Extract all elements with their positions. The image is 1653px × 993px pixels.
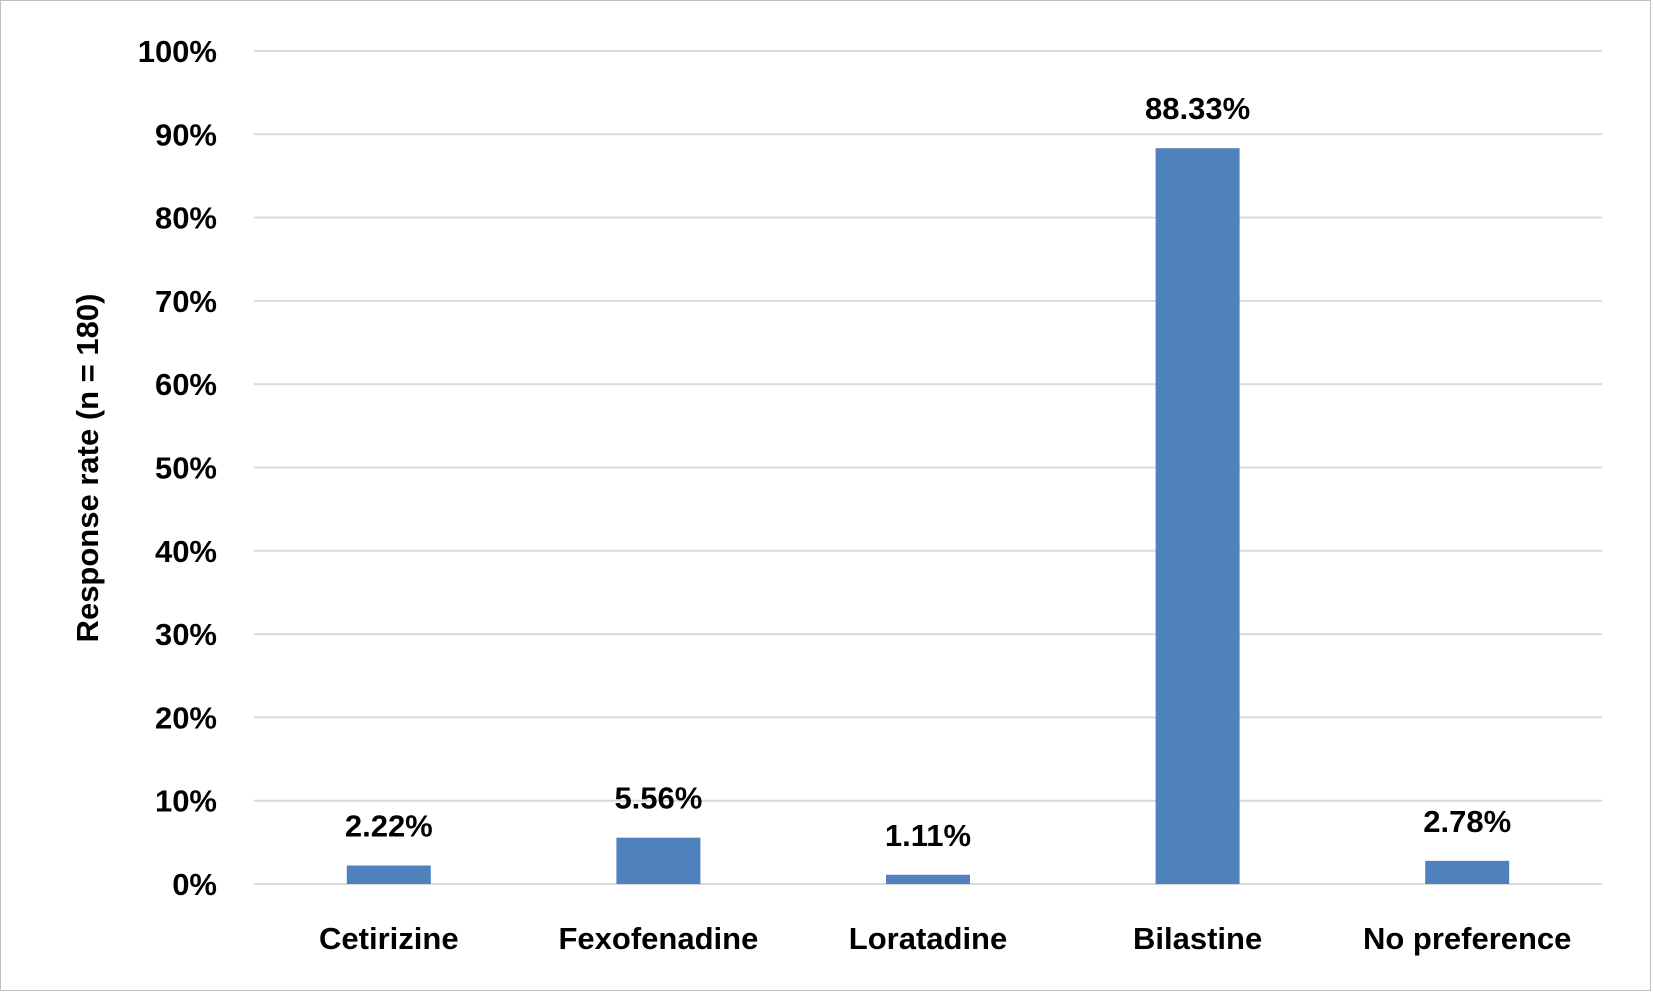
gridlines bbox=[254, 50, 1602, 885]
x-category-label: Cetirizine bbox=[319, 921, 459, 956]
data-label: 1.11% bbox=[885, 818, 971, 853]
y-tick-label: 40% bbox=[155, 534, 217, 569]
bar-cetirizine bbox=[346, 865, 431, 884]
y-axis-tick-labels: 0% 10% 20% 30% 40% 50% 60% 70% 80% 90% 100% bbox=[138, 34, 217, 902]
data-label: 2.78% bbox=[1423, 804, 1511, 839]
bar-bilastine bbox=[1155, 148, 1240, 884]
y-tick-label: 50% bbox=[155, 451, 217, 486]
data-label: 88.33% bbox=[1145, 91, 1250, 126]
y-tick-label: 20% bbox=[155, 700, 217, 735]
y-axis-title: Response rate (n = 180) bbox=[70, 294, 105, 643]
x-category-label: Loratadine bbox=[849, 921, 1007, 956]
x-axis-category-labels: Cetirizine Fexofenadine Loratadine Bilastin… bbox=[319, 921, 1571, 956]
data-label: 2.22% bbox=[345, 809, 433, 844]
y-tick-label: 0% bbox=[172, 867, 217, 902]
bar-fexofenadine bbox=[616, 837, 701, 884]
x-category-label: Fexofenadine bbox=[558, 921, 758, 956]
y-tick-label: 70% bbox=[155, 284, 217, 319]
data-label: 5.56% bbox=[614, 781, 702, 816]
data-labels: 2.22% 5.56% 1.11% 88.33% 2.78% bbox=[345, 91, 1511, 853]
y-tick-label: 80% bbox=[155, 201, 217, 236]
y-tick-label: 90% bbox=[155, 117, 217, 152]
bars bbox=[346, 148, 1510, 884]
bar-loratadine bbox=[886, 874, 970, 884]
y-tick-label: 100% bbox=[138, 34, 217, 69]
bar-no-preference bbox=[1425, 860, 1510, 884]
y-tick-label: 30% bbox=[155, 617, 217, 652]
x-category-label: No preference bbox=[1363, 921, 1571, 956]
y-tick-label: 60% bbox=[155, 367, 217, 402]
y-tick-label: 10% bbox=[155, 784, 217, 819]
x-category-label: Bilastine bbox=[1133, 921, 1262, 956]
